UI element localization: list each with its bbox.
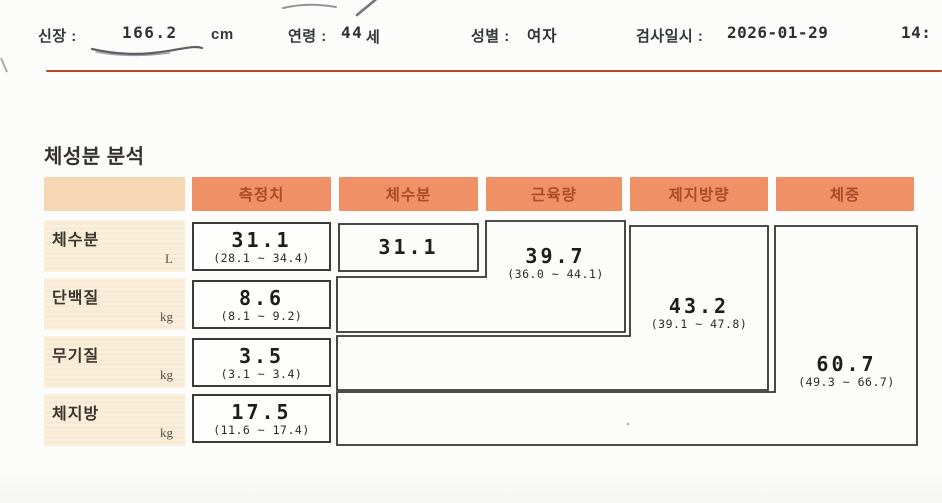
composite-value: 60.7: [816, 352, 877, 376]
age-value: 44: [341, 23, 364, 42]
row-label-minerals: 무기질 kg: [44, 336, 185, 388]
header-cell-corner: [44, 177, 185, 211]
normal-range: (28.1 ~ 34.4): [213, 250, 310, 265]
header-cell-lean-mass: 제지방량: [630, 177, 768, 211]
normal-range: (8.1 ~ 9.2): [220, 308, 303, 323]
measured-value: 3.5: [238, 343, 285, 368]
header-cell-measured: 측정치: [192, 177, 331, 211]
row-label-text: 체수분: [52, 232, 100, 249]
composite-muscle-mass: 39.7 (36.0 ~ 44.1): [486, 244, 625, 282]
row-label-body-fat: 체지방 kg: [44, 394, 185, 446]
composite-value: 43.2: [668, 294, 730, 318]
age-unit: 세: [366, 29, 381, 46]
measured-value: 17.5: [231, 399, 292, 424]
composite-value: 31.1: [378, 235, 439, 259]
composite-range: (39.1 ~ 47.8): [650, 317, 748, 331]
gender-label: 성별 :: [471, 28, 510, 45]
header-cell-weight: 체중: [776, 177, 914, 211]
height-label: 신장 :: [38, 28, 77, 45]
normal-range: (11.6 ~ 17.4): [213, 422, 310, 437]
composite-body-water: 31.1: [339, 224, 478, 271]
row-label-text: 단백질: [52, 290, 100, 307]
measured-box-minerals: 3.5 (3.1 ~ 3.4): [192, 338, 331, 387]
section-title: 체성분 분석: [44, 146, 145, 168]
row-label-text: 체지방: [52, 406, 100, 423]
row-unit-text: L: [165, 251, 173, 266]
measured-value: 8.6: [238, 285, 285, 310]
composite-weight: 60.7 (49.3 ~ 66.7): [776, 352, 917, 390]
composite-range: (49.3 ~ 66.7): [798, 375, 895, 389]
composite-lean-body-mass: 43.2 (39.1 ~ 47.8): [630, 294, 768, 332]
normal-range: (3.1 ~ 3.4): [220, 366, 303, 381]
age-label: 연령 :: [288, 28, 327, 45]
header-cell-muscle-mass: 근육량: [486, 177, 622, 211]
row-unit-text: kg: [160, 425, 173, 440]
measured-box-body-water: 31.1 (28.1 ~ 34.4): [192, 222, 331, 271]
height-unit: cm: [211, 26, 234, 43]
row-label-protein: 단백질 kg: [44, 278, 185, 330]
height-value: 166.2: [122, 23, 178, 42]
row-label-text: 무기질: [52, 348, 100, 365]
exam-time-value: 14:: [901, 23, 932, 42]
measured-box-body-fat: 17.5 (11.6 ~ 17.4): [192, 394, 331, 443]
measured-value: 31.1: [231, 227, 292, 252]
composite-value: 39.7: [525, 244, 586, 268]
row-unit-text: kg: [160, 367, 173, 382]
row-label-body-water: 체수분 L: [44, 220, 185, 272]
scan-shading: [0, 469, 942, 503]
section-divider-line: [46, 70, 942, 72]
measured-box-protein: 8.6 (8.1 ~ 9.2): [192, 280, 331, 329]
composite-range: (36.0 ~ 44.1): [507, 267, 604, 281]
exam-date-value: 2026-01-29: [727, 23, 829, 42]
exam-datetime-label: 검사일시 :: [636, 28, 704, 45]
gender-value: 여자: [527, 28, 558, 45]
row-unit-text: kg: [160, 309, 173, 324]
header-cell-body-water: 체수분: [339, 177, 478, 211]
